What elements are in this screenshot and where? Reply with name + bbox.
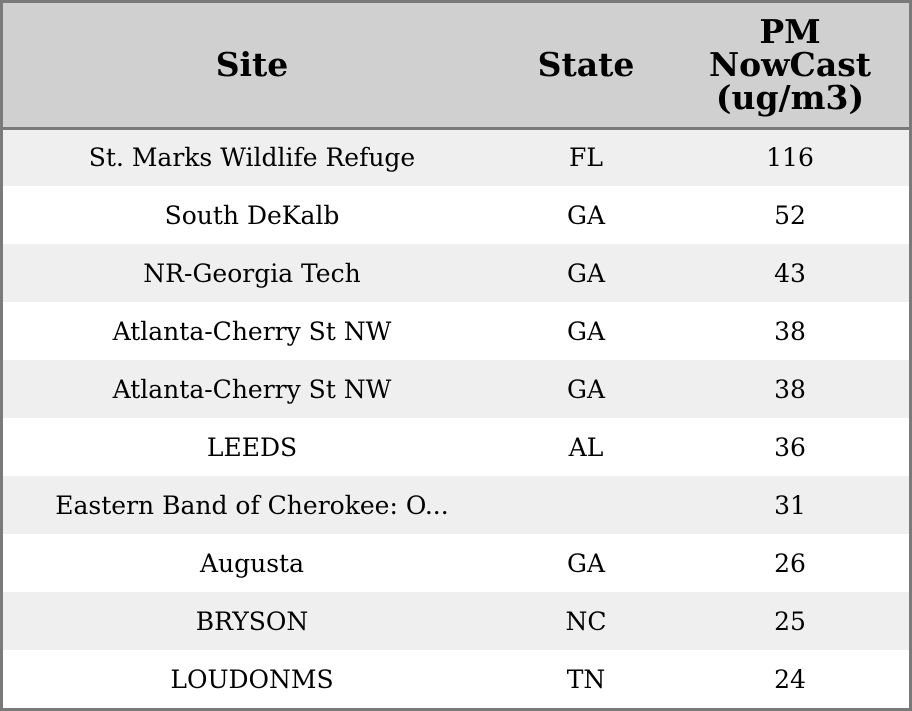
cell-state: GA — [566, 374, 606, 404]
cell-value: 38 — [774, 374, 806, 404]
table-row: LEEDS AL 36 — [3, 418, 909, 476]
cell-value: 36 — [774, 432, 806, 462]
table-row: LOUDONMS TN 24 — [3, 650, 909, 708]
cell-site: Augusta — [199, 548, 305, 578]
header-site: Site — [3, 3, 501, 130]
table-row: Eastern Band of Cherokee: O... 31 — [3, 476, 909, 534]
cell-site: LEEDS — [206, 432, 298, 462]
table-body: St. Marks Wildlife Refuge FL 116 South DeKa… — [3, 128, 909, 708]
cell-value: 38 — [774, 316, 806, 346]
table-row: Atlanta-Cherry St NW GA 38 — [3, 302, 909, 360]
table-row: South DeKalb GA 52 — [3, 186, 909, 244]
cell-site: NR-Georgia Tech — [143, 258, 361, 288]
cell-site: LOUDONMS — [170, 664, 334, 694]
header-site-line: Site — [215, 45, 289, 85]
cell-state: NC — [565, 606, 607, 636]
header-row: Site State PM NowCast (ug/m3) — [3, 3, 909, 130]
cell-state: GA — [566, 316, 606, 346]
cell-state: GA — [566, 258, 606, 288]
cell-site: South DeKalb — [164, 200, 340, 230]
header-value: PM NowCast (ug/m3) — [671, 3, 909, 130]
header-state: State — [501, 3, 671, 130]
pm-nowcast-table: Site State PM NowCast (ug/m3) St. Marks … — [3, 3, 909, 708]
header-value-line: PM — [759, 12, 821, 52]
table-row: Augusta GA 26 — [3, 534, 909, 592]
cell-value: 25 — [774, 606, 806, 636]
cell-state — [501, 476, 671, 534]
cell-value: 26 — [774, 548, 806, 578]
cell-value: 116 — [766, 143, 814, 173]
cell-state: AL — [568, 432, 604, 462]
table-row: BRYSON NC 25 — [3, 592, 909, 650]
cell-state: TN — [566, 664, 606, 694]
cell-value: 43 — [774, 258, 806, 288]
cell-site: St. Marks Wildlife Refuge — [88, 143, 416, 173]
cell-state: GA — [566, 200, 606, 230]
table-row: Atlanta-Cherry St NW GA 38 — [3, 360, 909, 418]
cell-site: Atlanta-Cherry St NW — [112, 374, 392, 404]
header-value-line: NowCast — [708, 45, 872, 85]
table-header: Site State PM NowCast (ug/m3) — [3, 3, 909, 130]
table-row: NR-Georgia Tech GA 43 — [3, 244, 909, 302]
cell-value: 52 — [774, 200, 806, 230]
table-row: St. Marks Wildlife Refuge FL 116 — [3, 128, 909, 186]
cell-value: 31 — [774, 490, 806, 520]
header-value-line: (ug/m3) — [715, 78, 865, 118]
cell-site: Atlanta-Cherry St NW — [112, 316, 392, 346]
header-state-line: State — [537, 45, 635, 85]
cell-state: GA — [566, 548, 606, 578]
cell-state: FL — [569, 143, 603, 173]
cell-value: 24 — [774, 664, 806, 694]
cell-site: BRYSON — [195, 606, 309, 636]
cell-site: Eastern Band of Cherokee: O... — [55, 490, 449, 520]
